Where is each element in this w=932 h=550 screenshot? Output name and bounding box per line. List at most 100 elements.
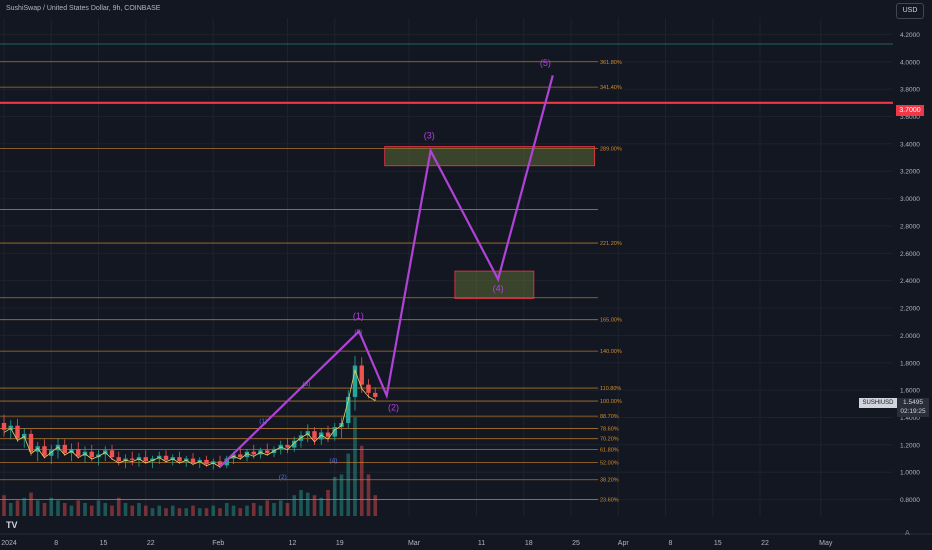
candle-body bbox=[204, 459, 209, 465]
volume-bar bbox=[305, 492, 310, 516]
candle-body bbox=[177, 457, 182, 462]
x-tick-label: 18 bbox=[525, 540, 533, 547]
currency-selector[interactable]: USD bbox=[896, 3, 924, 19]
x-tick-label: 19 bbox=[336, 540, 344, 547]
y-tick-label: 3.6000 bbox=[900, 114, 920, 121]
x-tick-label: 2024 bbox=[1, 540, 17, 547]
fib-label: 100.00% bbox=[600, 399, 622, 405]
y-tick-label: 1.0000 bbox=[900, 470, 920, 477]
candle-body bbox=[157, 455, 162, 459]
last-price-tag: 1.5495 02:19:25 bbox=[897, 398, 929, 417]
volume-bar bbox=[110, 505, 114, 516]
candle-body bbox=[285, 444, 290, 448]
candle-body bbox=[42, 446, 47, 456]
fib-label: 38.20% bbox=[600, 478, 619, 484]
volume-bar bbox=[62, 503, 67, 516]
fib-label: 341.40% bbox=[600, 85, 622, 91]
candle-body bbox=[76, 448, 81, 456]
volume-bar bbox=[332, 477, 337, 516]
volume-bar bbox=[49, 497, 54, 516]
fib-label: 61.80% bbox=[600, 448, 619, 454]
volume-bar bbox=[89, 505, 94, 516]
volume-bar bbox=[278, 500, 283, 516]
target-zone bbox=[454, 270, 535, 299]
y-tick-label: 3.8000 bbox=[900, 87, 920, 94]
volume-bar bbox=[164, 508, 168, 516]
candle-body bbox=[251, 451, 256, 455]
candle-body bbox=[265, 450, 270, 454]
y-tick-label: 4.2000 bbox=[900, 32, 920, 39]
candle-body bbox=[163, 455, 169, 460]
x-tick-label: 22 bbox=[147, 540, 155, 547]
volume-bar bbox=[272, 503, 276, 516]
candle-body bbox=[190, 458, 196, 463]
volume-bar bbox=[359, 445, 364, 516]
wave-label: (3) bbox=[424, 130, 435, 140]
moving-average bbox=[3, 368, 376, 468]
volume-bar bbox=[29, 492, 33, 516]
volume-bar bbox=[326, 490, 330, 516]
fib-label: 140.00% bbox=[600, 349, 622, 355]
x-tick-label: May bbox=[819, 540, 833, 547]
candle-body bbox=[89, 451, 94, 458]
volume-bar bbox=[346, 453, 351, 516]
volume-bar bbox=[204, 508, 209, 516]
x-tick-label: 22 bbox=[761, 540, 769, 547]
candle-body bbox=[28, 433, 34, 452]
fib-label: 110.80% bbox=[600, 386, 621, 392]
volume-bar bbox=[373, 495, 378, 516]
volume-bar bbox=[8, 503, 13, 516]
volume-bar bbox=[319, 497, 324, 516]
volume-bar bbox=[191, 505, 195, 516]
volume-bar bbox=[265, 500, 270, 516]
candle-body bbox=[366, 384, 371, 393]
fib-label: 23.60% bbox=[600, 498, 619, 504]
fib-label: 88.70% bbox=[600, 414, 619, 420]
candle-body bbox=[8, 425, 13, 430]
volume-bar bbox=[292, 495, 297, 516]
last-price: 1.5495 bbox=[903, 399, 923, 406]
candle-body bbox=[224, 458, 229, 466]
target-zone bbox=[384, 146, 596, 167]
volume-bar bbox=[170, 505, 175, 516]
volume-bar bbox=[238, 508, 243, 516]
candle-body bbox=[49, 450, 54, 456]
volume-bar bbox=[83, 503, 87, 516]
y-tick-label: 2.0000 bbox=[900, 333, 920, 340]
y-tick-label: 3.0000 bbox=[900, 196, 920, 203]
x-tick-label: Feb bbox=[212, 540, 224, 547]
volume-bar bbox=[245, 505, 249, 516]
volume-bar bbox=[285, 503, 290, 516]
wave-label: (4) bbox=[493, 284, 504, 294]
x-tick-label: 15 bbox=[100, 540, 108, 547]
volume-bar bbox=[96, 500, 101, 516]
x-tick-label: 11 bbox=[478, 540, 485, 547]
auto-scale-button[interactable]: A bbox=[905, 530, 910, 537]
volume-bar bbox=[157, 505, 162, 516]
volume-bar bbox=[197, 508, 202, 516]
time-axis[interactable]: 2024 8 15 22 Feb 12 19 Mar 11 18 25 Apr 8 15 22 May bbox=[0, 533, 932, 547]
volume-bar bbox=[231, 505, 236, 516]
candle-body bbox=[170, 457, 175, 460]
candle-body bbox=[359, 365, 364, 385]
volume-bar bbox=[76, 500, 81, 516]
volume-bar bbox=[143, 505, 148, 516]
candle-body bbox=[373, 392, 378, 397]
candle-body bbox=[62, 444, 67, 454]
fib-label: 52.00% bbox=[600, 461, 619, 467]
volume-bar bbox=[312, 495, 317, 516]
minor-wave-label: (5) bbox=[354, 329, 362, 336]
candle-body bbox=[116, 457, 121, 462]
candle-body bbox=[15, 425, 20, 439]
tradingview-logo[interactable]: TV bbox=[6, 520, 18, 530]
candle-body bbox=[136, 457, 142, 460]
minor-wave-label: (2) bbox=[279, 474, 287, 481]
candle-body bbox=[143, 457, 148, 462]
candle-body bbox=[1, 422, 7, 430]
grid bbox=[0, 18, 893, 516]
y-tick-label: 2.8000 bbox=[900, 223, 920, 230]
elliott-wave: (1) (2) (3) (4) (5) (1) (2) (3) (4) (5) bbox=[219, 58, 554, 481]
price-axis[interactable]: 4.2000 4.0000 3.8000 3.6000 3.4000 3.2000 3.00… bbox=[900, 32, 920, 504]
volume-bar bbox=[218, 508, 222, 516]
